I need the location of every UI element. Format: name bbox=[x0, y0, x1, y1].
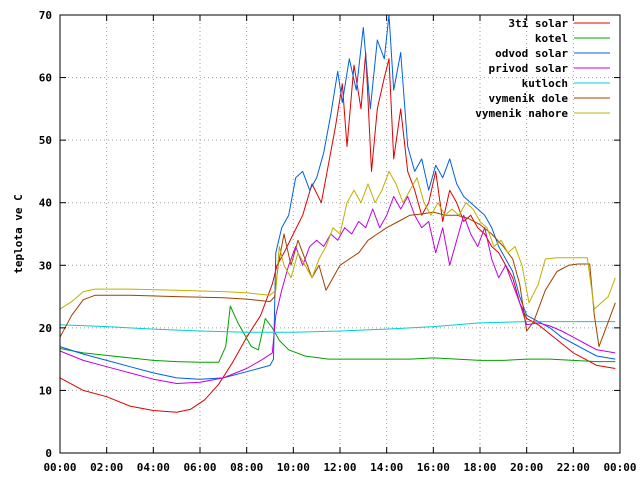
x-tick-label: 02:00 bbox=[90, 461, 123, 474]
series-line-vymenik-dole bbox=[59, 211, 616, 348]
legend-label-privod-solar: privod solar bbox=[489, 62, 569, 75]
y-tick-label: 20 bbox=[39, 322, 52, 335]
x-tick-label: 22:00 bbox=[557, 461, 590, 474]
y-tick-label: 0 bbox=[45, 447, 52, 460]
x-tick-label: 12:00 bbox=[323, 461, 356, 474]
x-tick-label: 04:00 bbox=[137, 461, 170, 474]
legend-label-odvod-solar: odvod solar bbox=[495, 47, 568, 60]
legend-label-vymenik-dole: vymenik dole bbox=[489, 92, 569, 105]
series-line-kotel bbox=[59, 305, 616, 363]
x-tick-label: 14:00 bbox=[370, 461, 403, 474]
y-tick-label: 60 bbox=[39, 72, 52, 85]
series-line-odvod-solar bbox=[59, 14, 616, 380]
x-tick-labels: 00:00 02:00 04:00 06:00 08:00 10:00 12:00 14:00… bbox=[43, 461, 636, 474]
legend-label-vymenik-nahore: vymenik nahore bbox=[475, 107, 568, 120]
y-tick-label: 10 bbox=[39, 384, 52, 397]
y-tick-label: 50 bbox=[39, 134, 52, 147]
legend: 3ti solar kotel odvod solar privod solar kut… bbox=[475, 17, 610, 120]
x-tick-label: 20:00 bbox=[510, 461, 543, 474]
tick-marks bbox=[59, 14, 621, 454]
x-tick-label: 00:00 bbox=[43, 461, 76, 474]
x-tick-label: 06:00 bbox=[183, 461, 216, 474]
y-tick-label: 30 bbox=[39, 259, 52, 272]
series-line-kutloch bbox=[59, 321, 616, 333]
x-tick-label: 00:00 bbox=[603, 461, 636, 474]
x-tick-label: 10:00 bbox=[277, 461, 310, 474]
x-tick-label: 08:00 bbox=[230, 461, 263, 474]
legend-label-3ti-solar: 3ti solar bbox=[508, 17, 568, 30]
series-line-3ti-solar bbox=[59, 52, 616, 413]
series-line-vymenik-nahore bbox=[59, 170, 616, 310]
legend-label-kotel: kotel bbox=[535, 32, 568, 45]
legend-label-kutloch: kutloch bbox=[522, 77, 568, 90]
x-tick-label: 16:00 bbox=[417, 461, 450, 474]
series-line-privod-solar bbox=[59, 196, 616, 384]
y-tick-label: 40 bbox=[39, 197, 52, 210]
y-axis-label: teplota ve C bbox=[12, 194, 25, 273]
y-tick-labels: 0 10 20 30 40 50 60 70 bbox=[39, 9, 52, 460]
y-tick-label: 70 bbox=[39, 9, 52, 22]
x-tick-label: 18:00 bbox=[463, 461, 496, 474]
series-lines bbox=[59, 14, 616, 413]
